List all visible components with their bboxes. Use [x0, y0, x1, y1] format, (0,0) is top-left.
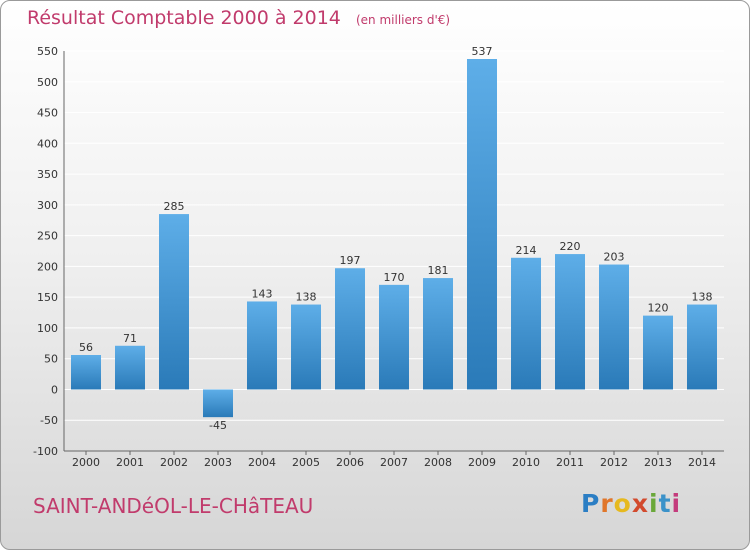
commune-name: SAINT-ANDéOL-LE-CHâTEAU [33, 494, 314, 518]
bar [335, 268, 365, 390]
x-tick-label: 2010 [512, 456, 540, 469]
data-label: 170 [384, 271, 405, 284]
logo-letter: x [631, 489, 649, 518]
x-tick-label: 2006 [336, 456, 364, 469]
logo-letter: i [671, 489, 682, 518]
chart-title: Résultat Comptable 2000 à 2014 [27, 7, 341, 29]
bar [159, 214, 189, 390]
y-tick-label: -50 [40, 414, 58, 427]
logo-letter: t [658, 489, 672, 518]
y-tick-label: 400 [37, 137, 58, 150]
data-label: 285 [164, 200, 185, 213]
data-label: 537 [472, 45, 493, 58]
bar [599, 264, 629, 390]
x-tick-label: 2007 [380, 456, 408, 469]
data-label: 138 [296, 291, 317, 304]
proxiti-logo: Proxiti [581, 489, 681, 518]
chart-unit: (en milliers d'€) [355, 13, 451, 27]
bar [71, 355, 101, 390]
bar [467, 59, 497, 390]
x-tick-label: 2005 [292, 456, 320, 469]
bar [511, 257, 541, 390]
x-tick-label: 2014 [688, 456, 716, 469]
data-label: 138 [692, 291, 713, 304]
y-tick-label: 350 [37, 168, 58, 181]
y-tick-label: 550 [37, 45, 58, 58]
logo-letter: P [581, 489, 601, 518]
bar [687, 304, 717, 390]
x-tick-label: 2011 [556, 456, 584, 469]
logo-letter: r [600, 489, 614, 518]
x-tick-label: 2001 [116, 456, 144, 469]
x-tick-label: 2008 [424, 456, 452, 469]
data-label: 203 [604, 251, 625, 264]
bar [379, 284, 409, 390]
y-tick-label: -100 [33, 445, 58, 458]
x-tick-label: 2012 [600, 456, 628, 469]
y-tick-label: 0 [51, 383, 58, 396]
bar [115, 345, 145, 390]
y-tick-label: 150 [37, 291, 58, 304]
data-label: -45 [209, 419, 227, 432]
y-tick-label: 50 [44, 353, 58, 366]
data-label: 220 [560, 240, 581, 253]
bar [643, 315, 673, 390]
x-tick-label: 2013 [644, 456, 672, 469]
x-tick-label: 2009 [468, 456, 496, 469]
y-tick-label: 100 [37, 322, 58, 335]
logo-letter: i [649, 489, 659, 518]
logo-letter: o [613, 489, 632, 518]
x-tick-label: 2004 [248, 456, 276, 469]
data-label: 120 [648, 302, 669, 315]
y-tick-label: 500 [37, 76, 58, 89]
x-tick-label: 2002 [160, 456, 188, 469]
data-label: 197 [340, 254, 361, 267]
bar [555, 254, 585, 390]
y-tick-label: 300 [37, 199, 58, 212]
chart-title-block: Résultat Comptable 2000 à 2014 (en milli… [27, 7, 450, 29]
y-tick-label: 200 [37, 260, 58, 273]
y-tick-label: 250 [37, 230, 58, 243]
bar [247, 301, 277, 390]
y-tick-label: 450 [37, 107, 58, 120]
data-label: 71 [123, 332, 137, 345]
x-tick-label: 2003 [204, 456, 232, 469]
bar [203, 389, 233, 418]
x-tick-label: 2000 [72, 456, 100, 469]
data-label: 143 [252, 287, 273, 300]
data-label: 214 [516, 244, 537, 257]
bar [423, 278, 453, 390]
data-label: 181 [428, 264, 449, 277]
bar [291, 304, 321, 390]
data-label: 56 [79, 341, 93, 354]
